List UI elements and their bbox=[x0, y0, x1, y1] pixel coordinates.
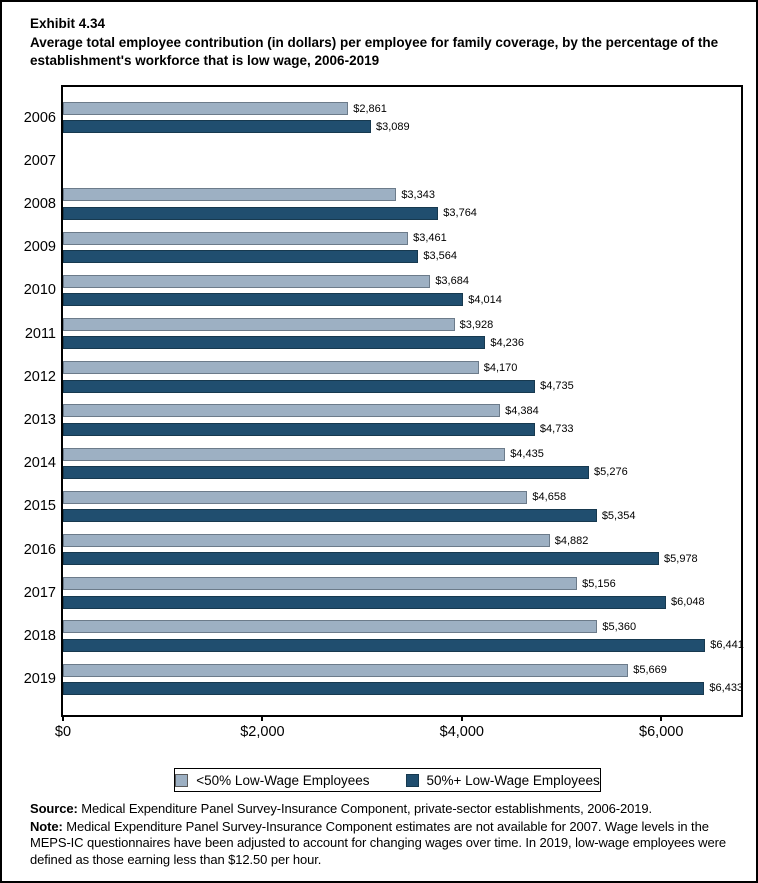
bar-value-label-2019-series1: $6,433 bbox=[709, 682, 744, 695]
x-axis-tick-6000 bbox=[660, 715, 663, 721]
y-axis-label-2011: 2011 bbox=[24, 325, 56, 342]
bar-value-label-2012-series0: $4,170 bbox=[483, 361, 518, 374]
bar-value-label-2015-series0: $4,658 bbox=[532, 491, 567, 504]
y-axis-label-2016: 2016 bbox=[23, 541, 56, 558]
x-axis-ticklabel-0: $0 bbox=[54, 724, 72, 740]
bar-value-label-2018-series1: $6,441 bbox=[710, 639, 744, 652]
title-block: Exhibit 4.34 Average total employee cont… bbox=[30, 15, 722, 71]
x-axis-ticklabel-4000: $4,000 bbox=[439, 724, 484, 740]
bar-2018-series0 bbox=[63, 620, 598, 634]
note-label: Note: bbox=[30, 818, 63, 834]
bar-value-label-2017-series0: $5,156 bbox=[582, 577, 616, 590]
legend-item-under50: <50% Low-Wage Employees bbox=[175, 772, 370, 788]
bar-value-label-2006-series1: $3,089 bbox=[375, 120, 410, 133]
bar-value-label-2013-series1: $4,733 bbox=[539, 423, 574, 436]
bar-2016-series0 bbox=[63, 534, 550, 547]
bar-value-label-2014-series1: $5,276 bbox=[594, 466, 628, 479]
bar-value-label-2010-series1: $4,014 bbox=[468, 293, 502, 306]
bar-2011-series1 bbox=[63, 336, 486, 350]
bar-value-label-2015-series1: $5,354 bbox=[601, 509, 636, 522]
bar-2008-series0 bbox=[63, 188, 397, 202]
bar-2012-series0 bbox=[63, 361, 479, 375]
bar-2006-series0 bbox=[63, 102, 349, 115]
bar-2016-series1 bbox=[63, 552, 660, 566]
bar-2014-series1 bbox=[63, 465, 590, 479]
legend-item-50plus: 50%+ Low-Wage Employees bbox=[405, 772, 600, 788]
chart-title: Average total employee contribution (in … bbox=[30, 34, 719, 69]
x-axis-tick-0 bbox=[62, 715, 64, 721]
bar-2010-series1 bbox=[63, 293, 464, 307]
bar-2015-series1 bbox=[63, 509, 597, 523]
bar-2017-series1 bbox=[63, 595, 667, 609]
footer: Source: Medical Expenditure Panel Survey… bbox=[30, 801, 748, 869]
bar-2019-series0 bbox=[63, 663, 629, 677]
bar-2010-series0 bbox=[63, 274, 431, 288]
note-text: Medical Expenditure Panel Survey-Insuran… bbox=[30, 818, 726, 867]
bar-2009-series0 bbox=[63, 231, 409, 245]
legend-label-50plus: 50%+ Low-Wage Employees bbox=[426, 772, 600, 788]
source-label: Source: bbox=[30, 801, 78, 816]
y-axis-label-2018: 2018 bbox=[23, 628, 56, 644]
y-axis-label-2010: 2010 bbox=[23, 282, 56, 299]
legend-label-under50: <50% Low-Wage Employees bbox=[196, 772, 370, 788]
bar-2006-series1 bbox=[63, 120, 371, 134]
source-note: Source: Medical Expenditure Panel Survey… bbox=[30, 801, 748, 818]
legend-swatch-under50 bbox=[175, 773, 189, 787]
bar-value-label-2009-series1: $3,564 bbox=[423, 250, 457, 263]
bar-2019-series1 bbox=[63, 681, 705, 695]
bar-2012-series1 bbox=[63, 379, 536, 393]
y-axis-label-2015: 2015 bbox=[23, 498, 56, 515]
legend-swatch-50plus bbox=[405, 773, 419, 787]
exhibit-label: Exhibit 4.34 bbox=[30, 16, 106, 31]
y-axis-label-2014: 2014 bbox=[23, 455, 56, 472]
bar-2008-series1 bbox=[63, 206, 439, 220]
bar-2017-series0 bbox=[63, 577, 578, 591]
bar-value-label-2013-series0: $4,384 bbox=[505, 404, 539, 417]
bar-2013-series1 bbox=[63, 422, 535, 436]
x-axis-ticklabel-2000: $2,000 bbox=[240, 724, 285, 740]
bar-value-label-2019-series0: $5,669 bbox=[633, 664, 667, 677]
bar-2009-series1 bbox=[63, 249, 419, 263]
legend: <50% Low-Wage Employees 50%+ Low-Wage Em… bbox=[174, 768, 601, 792]
bar-value-label-2010-series0: $3,684 bbox=[435, 275, 469, 288]
source-text: Medical Expenditure Panel Survey-Insuran… bbox=[81, 801, 652, 816]
bar-value-label-2011-series1: $4,236 bbox=[490, 336, 524, 349]
bar-value-label-2016-series1: $5,978 bbox=[664, 552, 698, 565]
bar-value-label-2009-series0: $3,461 bbox=[413, 232, 447, 245]
bar-value-label-2006-series0: $2,861 bbox=[353, 102, 387, 115]
bar-value-label-2016-series0: $4,882 bbox=[554, 534, 589, 547]
y-axis-label-2012: 2012 bbox=[23, 368, 56, 385]
bar-value-label-2014-series0: $4,435 bbox=[510, 448, 544, 461]
bar-value-label-2017-series1: $6,048 bbox=[671, 596, 705, 608]
bar-value-label-2012-series1: $4,735 bbox=[540, 380, 574, 392]
x-axis-ticklabel-6000: $6,000 bbox=[639, 724, 684, 740]
y-axis-label-2017: 2017 bbox=[23, 584, 56, 601]
bar-value-label-2018-series0: $5,360 bbox=[602, 620, 637, 633]
method-note: Note: Medical Expenditure Panel Survey-I… bbox=[30, 819, 748, 869]
x-axis-tick-2000 bbox=[261, 715, 264, 721]
y-axis-label-2009: 2009 bbox=[23, 239, 56, 256]
bar-value-label-2008-series0: $3,343 bbox=[401, 188, 435, 201]
bar-2018-series1 bbox=[63, 638, 706, 652]
bar-value-label-2008-series1: $3,764 bbox=[443, 207, 477, 220]
bar-2014-series0 bbox=[63, 447, 506, 461]
y-axis-label-2008: 2008 bbox=[23, 196, 56, 212]
y-axis-label-2006: 2006 bbox=[23, 109, 56, 126]
bar-2015-series0 bbox=[63, 490, 528, 504]
y-axis-label-2007: 2007 bbox=[23, 152, 56, 169]
bar-2011-series0 bbox=[63, 318, 455, 331]
bar-value-label-2011-series0: $3,928 bbox=[459, 318, 494, 331]
y-axis-label-2019: 2019 bbox=[23, 671, 56, 688]
x-axis-tick-4000 bbox=[460, 715, 463, 721]
y-axis-label-2013: 2013 bbox=[23, 412, 56, 428]
bar-2013-series0 bbox=[63, 404, 501, 418]
